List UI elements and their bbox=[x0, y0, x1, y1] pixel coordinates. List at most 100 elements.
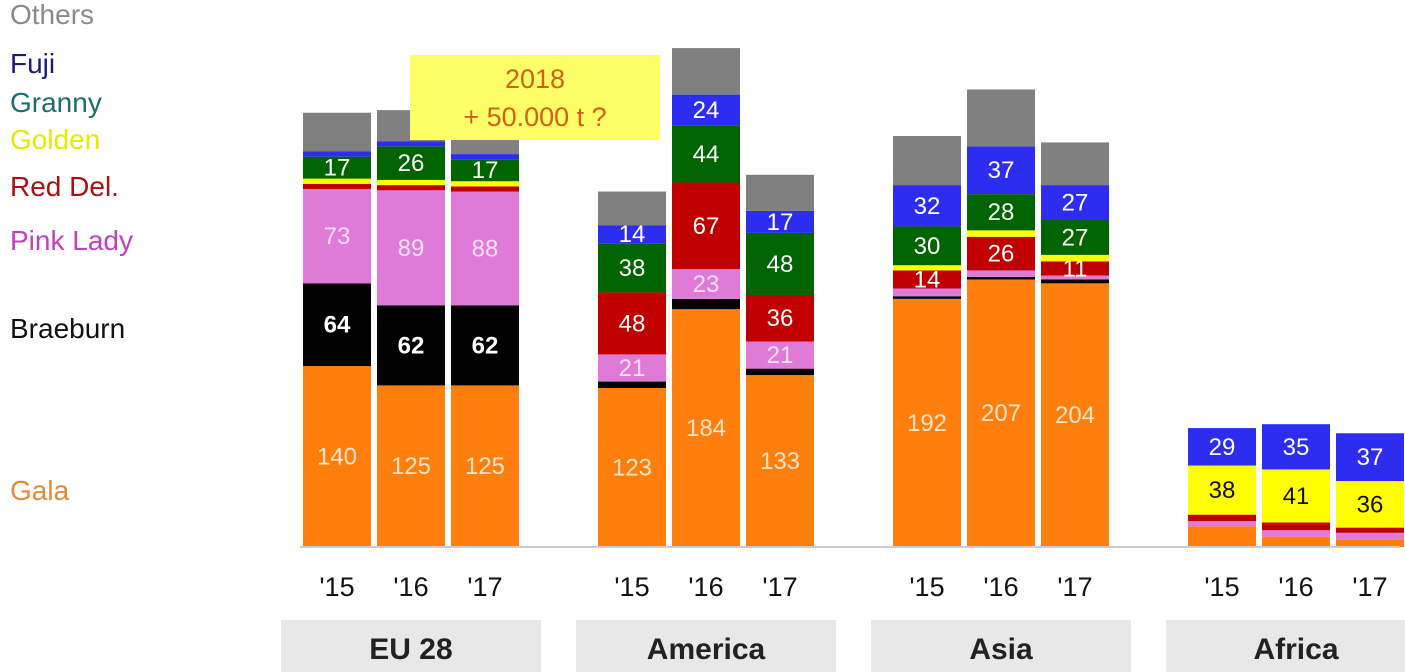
x-tick-asia-17: '17 bbox=[1057, 572, 1092, 602]
group-label-bg-asia bbox=[871, 620, 1131, 672]
annotation-box bbox=[410, 55, 660, 140]
bar-segment-america-16-braeburn bbox=[672, 298, 740, 310]
bar-segment-america-16-fuji bbox=[672, 94, 740, 126]
bar-segment-america-17-fuji bbox=[746, 210, 814, 233]
x-tick-africa-16: '16 bbox=[1278, 572, 1313, 602]
bar-segment-eu-28-16-golden bbox=[377, 179, 445, 186]
bar-segment-eu-28-17-golden bbox=[451, 181, 519, 187]
data-label-africa-16-golden: 41 bbox=[1283, 483, 1310, 510]
data-label-asia-17-gala: 204 bbox=[1055, 402, 1095, 429]
bar-segment-america-16-red-del bbox=[672, 182, 740, 270]
bar-segment-america-15-others bbox=[598, 191, 666, 226]
bar-segment-africa-15-red-del bbox=[1188, 514, 1256, 522]
bar-segment-africa-15-gala bbox=[1188, 526, 1256, 547]
bar-segment-america-16-gala bbox=[672, 309, 740, 547]
bar-segment-america-17-others bbox=[746, 174, 814, 211]
bar-segment-asia-16-pink-lady bbox=[967, 270, 1035, 277]
bar-segment-asia-15-braeburn bbox=[893, 296, 961, 299]
bar-segment-africa-16-golden bbox=[1262, 469, 1330, 523]
bar-segment-asia-17-red-del bbox=[1041, 261, 1109, 276]
bar-segment-asia-17-others bbox=[1041, 142, 1109, 186]
bar-segment-asia-16-fuji bbox=[967, 146, 1035, 195]
data-label-africa-17-fuji: 37 bbox=[1357, 444, 1384, 471]
bar-segment-eu-28-15-pink-lady bbox=[303, 188, 371, 284]
data-label-eu-28-15-braeburn: 64 bbox=[324, 312, 351, 339]
data-label-america-16-red-del: 67 bbox=[693, 213, 720, 240]
data-label-america-17-granny: 48 bbox=[767, 251, 794, 278]
data-label-eu-28-16-gala: 125 bbox=[391, 453, 431, 480]
bar-segment-eu-28-17-fuji bbox=[451, 154, 519, 160]
data-label-america-15-granny: 38 bbox=[619, 255, 646, 282]
bar-segment-america-17-braeburn bbox=[746, 368, 814, 376]
group-label-bg-eu-28 bbox=[281, 620, 541, 672]
bar-segment-africa-17-red-del bbox=[1336, 527, 1404, 533]
bar-segment-asia-15-gala bbox=[893, 298, 961, 547]
bar-segment-asia-15-fuji bbox=[893, 185, 961, 227]
bar-segment-africa-15-pink-lady bbox=[1188, 521, 1256, 527]
bar-segment-asia-16-golden bbox=[967, 230, 1035, 237]
group-label-asia: Asia bbox=[969, 633, 1033, 666]
bar-segment-eu-28-16-red-del bbox=[377, 185, 445, 191]
data-label-asia-16-red-del: 26 bbox=[988, 241, 1015, 268]
bar-segment-africa-16-red-del bbox=[1262, 522, 1330, 531]
bar-segment-eu-28-15-fuji bbox=[303, 151, 371, 157]
bar-segment-america-17-gala bbox=[746, 375, 814, 547]
bar-segment-america-15-pink-lady bbox=[598, 354, 666, 382]
bar-segment-africa-17-golden bbox=[1336, 481, 1404, 528]
bar-segment-eu-28-17-pink-lady bbox=[451, 191, 519, 306]
data-label-america-15-red-del: 48 bbox=[619, 310, 646, 337]
group-label-america: America bbox=[647, 633, 766, 666]
data-label-asia-15-fuji: 32 bbox=[914, 193, 941, 220]
annotation-callout: 2018 + 50.000 t ? bbox=[410, 55, 660, 140]
bar-segment-eu-28-15-granny bbox=[303, 156, 371, 179]
group-label-africa: Africa bbox=[1253, 633, 1338, 666]
bar-segment-america-16-others bbox=[672, 48, 740, 95]
bar-segment-asia-16-red-del bbox=[967, 236, 1035, 271]
bar-segment-eu-28-16-pink-lady bbox=[377, 190, 445, 306]
bar-segment-eu-28-17-others bbox=[451, 135, 519, 155]
bar-segment-america-15-braeburn bbox=[598, 381, 666, 389]
data-label-america-17-fuji: 17 bbox=[767, 209, 794, 236]
bar-segment-eu-28-15-braeburn bbox=[303, 283, 371, 367]
data-label-eu-28-15-pink-lady: 73 bbox=[324, 223, 351, 250]
bars: 140 64 73 17 125 62 89 26 125 62 88 17 123 21 48 38 14 18… bbox=[303, 48, 1404, 547]
bar-segment-asia-16-others bbox=[967, 89, 1035, 147]
bar-segment-asia-17-gala bbox=[1041, 283, 1109, 547]
bar-segment-asia-16-granny bbox=[967, 194, 1035, 231]
x-tick-asia-15: '15 bbox=[909, 572, 944, 602]
bar-segment-eu-28-17-red-del bbox=[451, 186, 519, 192]
bar-segment-africa-17-pink-lady bbox=[1336, 532, 1404, 540]
data-label-eu-28-15-gala: 140 bbox=[317, 444, 357, 471]
legend-item-fuji: Fuji bbox=[10, 48, 55, 79]
bar-segment-eu-28-15-golden bbox=[303, 178, 371, 184]
data-label-asia-15-gala: 192 bbox=[907, 410, 947, 437]
group-label-bg-america bbox=[576, 620, 836, 672]
bar-segment-eu-28-17-braeburn bbox=[451, 305, 519, 386]
x-tick-america-16: '16 bbox=[688, 572, 723, 602]
data-label-africa-15-golden: 38 bbox=[1209, 477, 1236, 504]
group-label-bg-africa bbox=[1166, 620, 1405, 672]
x-tick-labels: '15 '16 '17 '15 '16 '17 '15 '16 '17 '15 '16 '17 bbox=[319, 572, 1387, 602]
x-tick-africa-15: '15 bbox=[1204, 572, 1239, 602]
bar-segment-america-15-granny bbox=[598, 243, 666, 293]
bar-segment-eu-28-16-gala bbox=[377, 385, 445, 547]
legend-item-granny: Granny bbox=[10, 87, 102, 118]
bar-segment-asia-16-gala bbox=[967, 279, 1035, 547]
data-label-america-15-pink-lady: 21 bbox=[619, 355, 646, 382]
bar-segment-eu-28-17-granny bbox=[451, 159, 519, 182]
x-tick-eu-28-16: '16 bbox=[393, 572, 428, 602]
bar-segment-america-17-granny bbox=[746, 232, 814, 295]
data-label-america-16-granny: 44 bbox=[693, 141, 720, 168]
bar-segment-africa-15-golden bbox=[1188, 465, 1256, 515]
data-label-america-17-pink-lady: 21 bbox=[767, 342, 794, 369]
x-tick-eu-28-17: '17 bbox=[467, 572, 502, 602]
data-label-asia-17-fuji: 27 bbox=[1062, 190, 1089, 217]
bar-segment-eu-28-16-braeburn bbox=[377, 305, 445, 386]
data-label-america-15-gala: 123 bbox=[612, 455, 652, 482]
data-label-asia-15-red-del: 14 bbox=[914, 266, 941, 293]
data-label-eu-28-16-pink-lady: 89 bbox=[398, 235, 425, 262]
bar-segment-eu-28-16-fuji bbox=[377, 141, 445, 147]
group-labels: EU 28 America Asia Africa bbox=[281, 620, 1405, 672]
legend-item-red-del: Red Del. bbox=[10, 171, 119, 202]
